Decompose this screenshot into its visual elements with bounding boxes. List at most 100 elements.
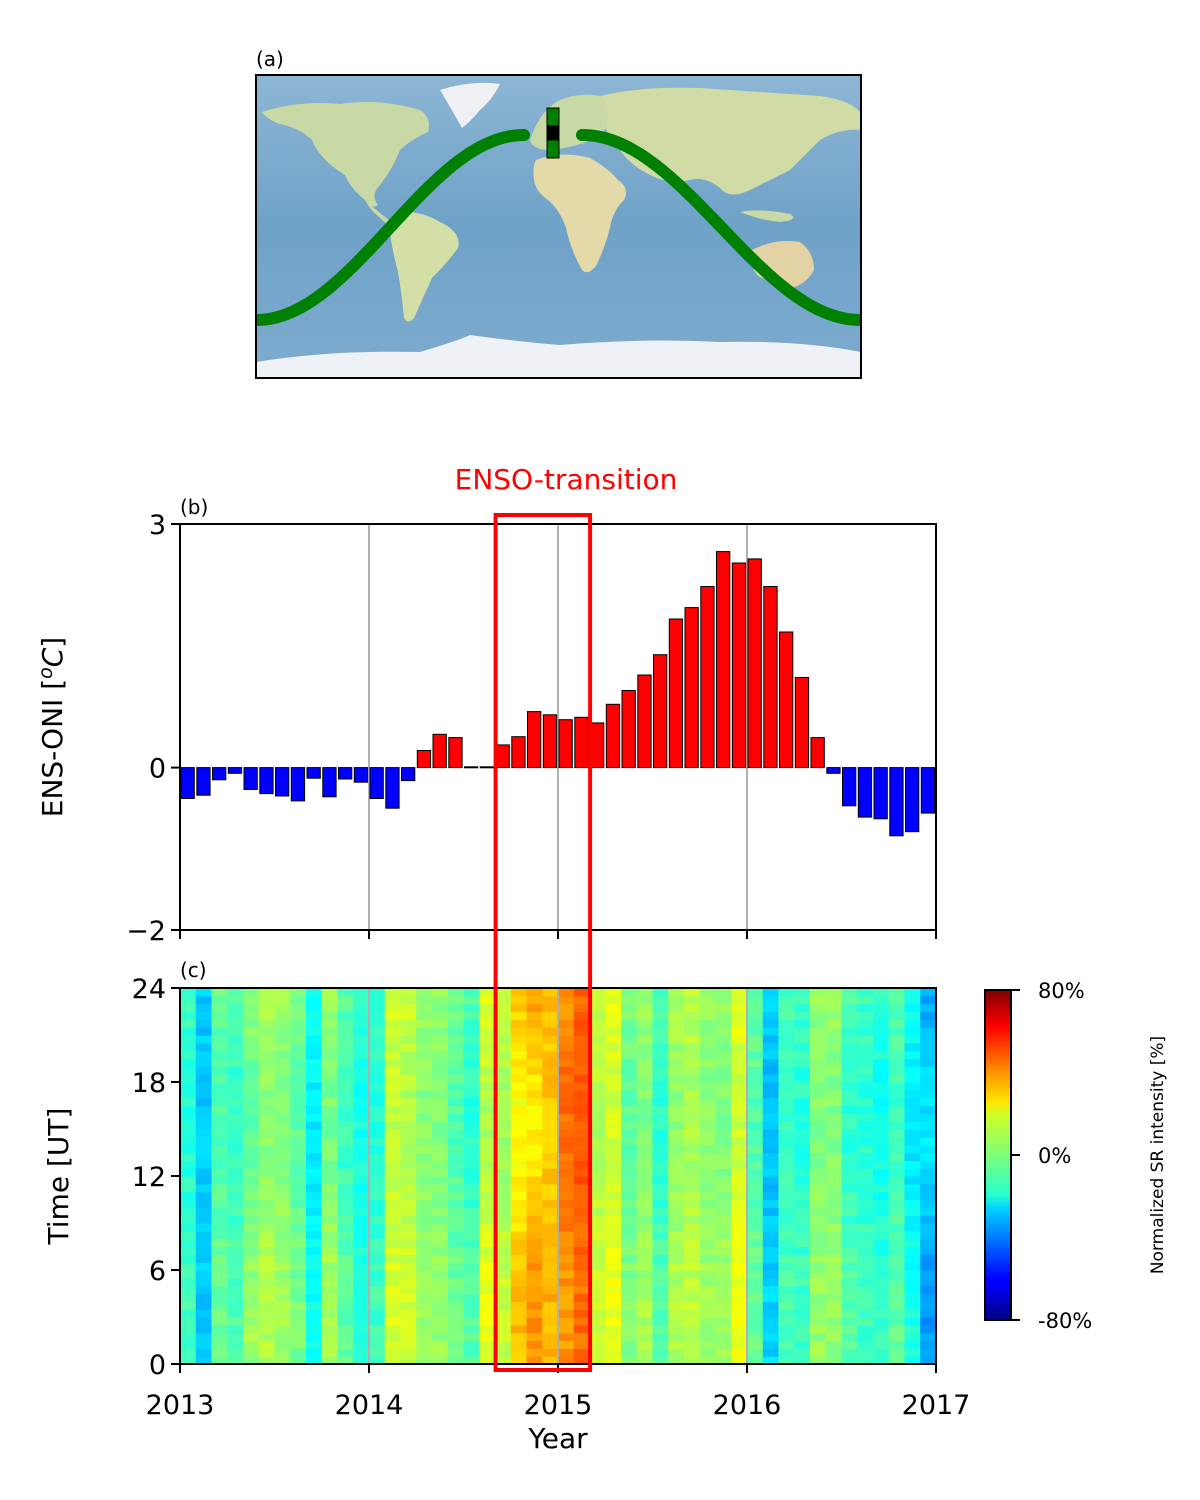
heatmap-cell (243, 1152, 260, 1161)
heatmap-cell (321, 988, 339, 997)
heatmap-cell (699, 1285, 717, 1295)
heatmap-cell (479, 1074, 496, 1083)
heatmap-cell (684, 1058, 701, 1067)
heatmap-cell (605, 1270, 622, 1279)
heatmap-cell (463, 1035, 480, 1044)
heatmap-cell (621, 1011, 638, 1020)
heatmap-cell (715, 1332, 732, 1342)
heatmap-cell (337, 1105, 354, 1114)
heatmap-cell (542, 1270, 559, 1279)
heatmap-cell (542, 1348, 559, 1357)
heatmap-cell (447, 1168, 465, 1177)
heatmap-cell (243, 1262, 260, 1271)
heatmap-cell (321, 1176, 339, 1185)
heatmap-cell (416, 1144, 433, 1154)
heatmap-cell (195, 1262, 213, 1271)
heatmap-cell (715, 1066, 732, 1075)
heatmap-cell (731, 1317, 748, 1326)
heatmap-cell (510, 1152, 528, 1161)
heatmap-cell (432, 1176, 449, 1185)
heatmap-cell (211, 1113, 228, 1122)
heatmap-cell (416, 1042, 433, 1052)
heatmap-cell (432, 1324, 449, 1334)
heatmap-cell (621, 1121, 638, 1130)
heatmap-cell (857, 1035, 874, 1044)
heatmap-cell (794, 1082, 811, 1091)
heatmap-cell (762, 1199, 780, 1208)
heatmap-cell (841, 1050, 858, 1060)
heatmap-cell (495, 1223, 512, 1232)
heatmap-cell (794, 1121, 811, 1130)
heatmap-cell (573, 1160, 591, 1169)
heatmap-cell (825, 1074, 843, 1083)
heatmap-cell (857, 1199, 874, 1208)
heatmap-cell (290, 1089, 307, 1099)
heatmap-cell (778, 988, 795, 997)
heatmap-cell (369, 1152, 386, 1161)
heatmap-cell (369, 1074, 386, 1083)
heatmap-cell (715, 1058, 732, 1067)
heatmap-cell (841, 1285, 858, 1295)
heatmap-cell (337, 1129, 354, 1138)
heatmap-cell (873, 1035, 890, 1044)
heatmap-cell (526, 1230, 543, 1240)
heatmap-cell (636, 995, 654, 1005)
heatmap-cell (888, 1035, 906, 1044)
heatmap-cell (841, 1293, 858, 1302)
heatmap-cell (888, 1074, 906, 1083)
heatmap-cell (369, 1144, 386, 1154)
heatmap-cell (211, 1309, 228, 1318)
heatmap-cell (904, 1074, 921, 1083)
heatmap-cell (652, 1042, 669, 1052)
heatmap-cell (778, 1082, 795, 1091)
heatmap-cell (495, 1270, 512, 1279)
heatmap-cell (605, 1332, 622, 1342)
heatmap-cell (321, 1144, 339, 1154)
heatmap-cell (400, 1050, 417, 1060)
heatmap-cell (258, 1332, 276, 1342)
heatmap-cell (227, 1160, 244, 1169)
heatmap-cell (873, 1027, 890, 1036)
heatmap-cell (636, 1262, 654, 1271)
heatmap-cell (762, 1309, 780, 1318)
heatmap-cell (227, 1277, 244, 1287)
heatmap-cell (258, 1152, 276, 1161)
heatmap-cell (495, 1277, 512, 1287)
heatmap-cell (731, 1270, 748, 1279)
heatmap-cell (400, 1168, 417, 1177)
heatmap-cell (290, 1254, 307, 1263)
heatmap-cell (463, 1074, 480, 1083)
heatmap-cell (384, 1019, 402, 1028)
heatmap-cell (558, 1309, 575, 1318)
heatmap-cell (290, 1230, 307, 1240)
heatmap-cell (888, 1356, 906, 1364)
heatmap-cell (321, 1066, 339, 1075)
heatmap-cell (684, 1254, 701, 1263)
heatmap-cell (652, 1199, 669, 1208)
heatmap-cell (668, 1215, 685, 1224)
panel-a-label: (a) (256, 47, 284, 71)
heatmap-cell (306, 1207, 323, 1216)
heatmap-cell (447, 1121, 465, 1130)
oni-bar-2014-08 (479, 766, 495, 769)
heatmap-cell (526, 1309, 543, 1318)
heatmap-cell (621, 1168, 638, 1177)
heatmap-cell (542, 988, 559, 997)
heatmap-cell (274, 1207, 291, 1216)
heatmap-cell (243, 1199, 260, 1208)
heatmap-cell (243, 1270, 260, 1279)
heatmap-cell (778, 1207, 795, 1216)
heatmap-cell (573, 1113, 591, 1122)
heatmap-cell (920, 988, 936, 997)
heatmap-cell (699, 1262, 717, 1271)
heatmap-cell (668, 1035, 685, 1044)
heatmap-cell (825, 1199, 843, 1208)
heatmap-cell (810, 1082, 827, 1091)
heatmap-cell (195, 1215, 213, 1224)
heatmap-cell (747, 1230, 764, 1240)
heatmap-cell (400, 1324, 417, 1334)
heatmap-cell (542, 1332, 559, 1342)
oni-bar-2015-06 (637, 674, 652, 769)
heatmap-cell (715, 1144, 732, 1154)
heatmap-cell (810, 1136, 827, 1146)
